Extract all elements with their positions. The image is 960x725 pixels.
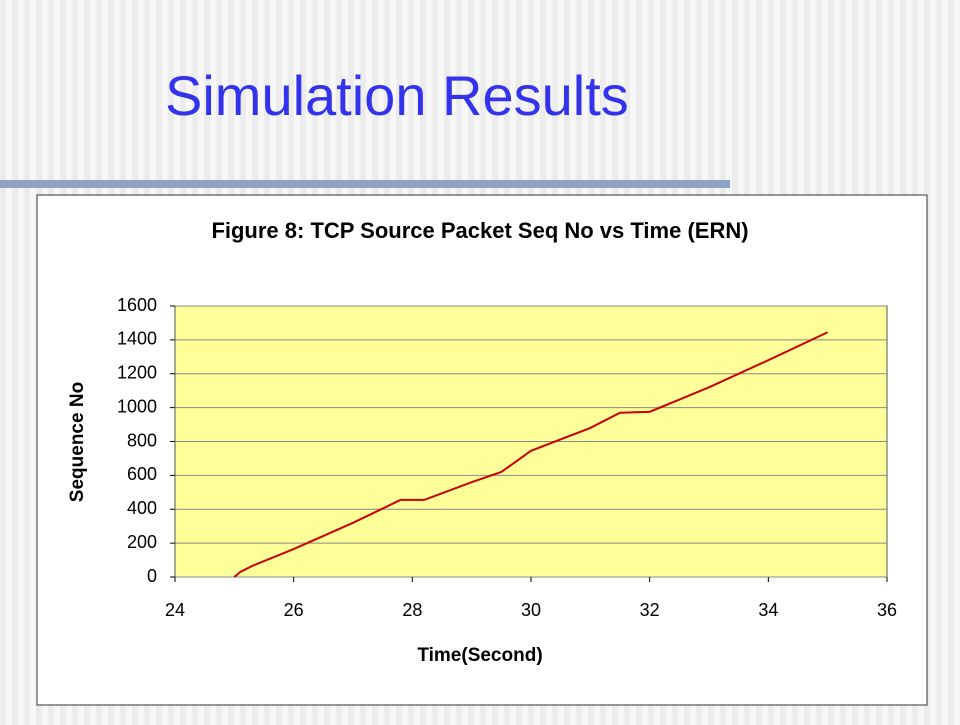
x-tick-label: 28 — [402, 600, 422, 620]
title-rule — [0, 180, 730, 188]
x-tick-label: 24 — [165, 600, 185, 620]
y-tick-label: 1200 — [117, 363, 157, 383]
data-line — [233, 331, 829, 578]
y-tick-label: 200 — [127, 532, 157, 552]
x-tick-label: 32 — [640, 600, 660, 620]
y-tick-label: 800 — [127, 430, 157, 450]
x-tick-label: 30 — [521, 600, 541, 620]
y-tick-label: 1000 — [117, 396, 157, 416]
x-tick-label: 34 — [758, 600, 778, 620]
y-tick-label: 400 — [127, 498, 157, 518]
y-tick-label: 1600 — [117, 295, 157, 315]
chart-title: Figure 8: TCP Source Packet Seq No vs Ti… — [211, 218, 748, 243]
y-tick-label: 0 — [147, 566, 157, 586]
y-tick-label: 1400 — [117, 329, 157, 349]
x-tick-label: 36 — [877, 600, 897, 620]
slide-title: Simulation Results — [165, 64, 629, 127]
x-tick-label: 26 — [284, 600, 304, 620]
y-axis-label: Sequence No — [67, 382, 88, 502]
x-axis-label: Time(Second) — [417, 645, 542, 666]
y-tick-label: 600 — [127, 464, 157, 484]
